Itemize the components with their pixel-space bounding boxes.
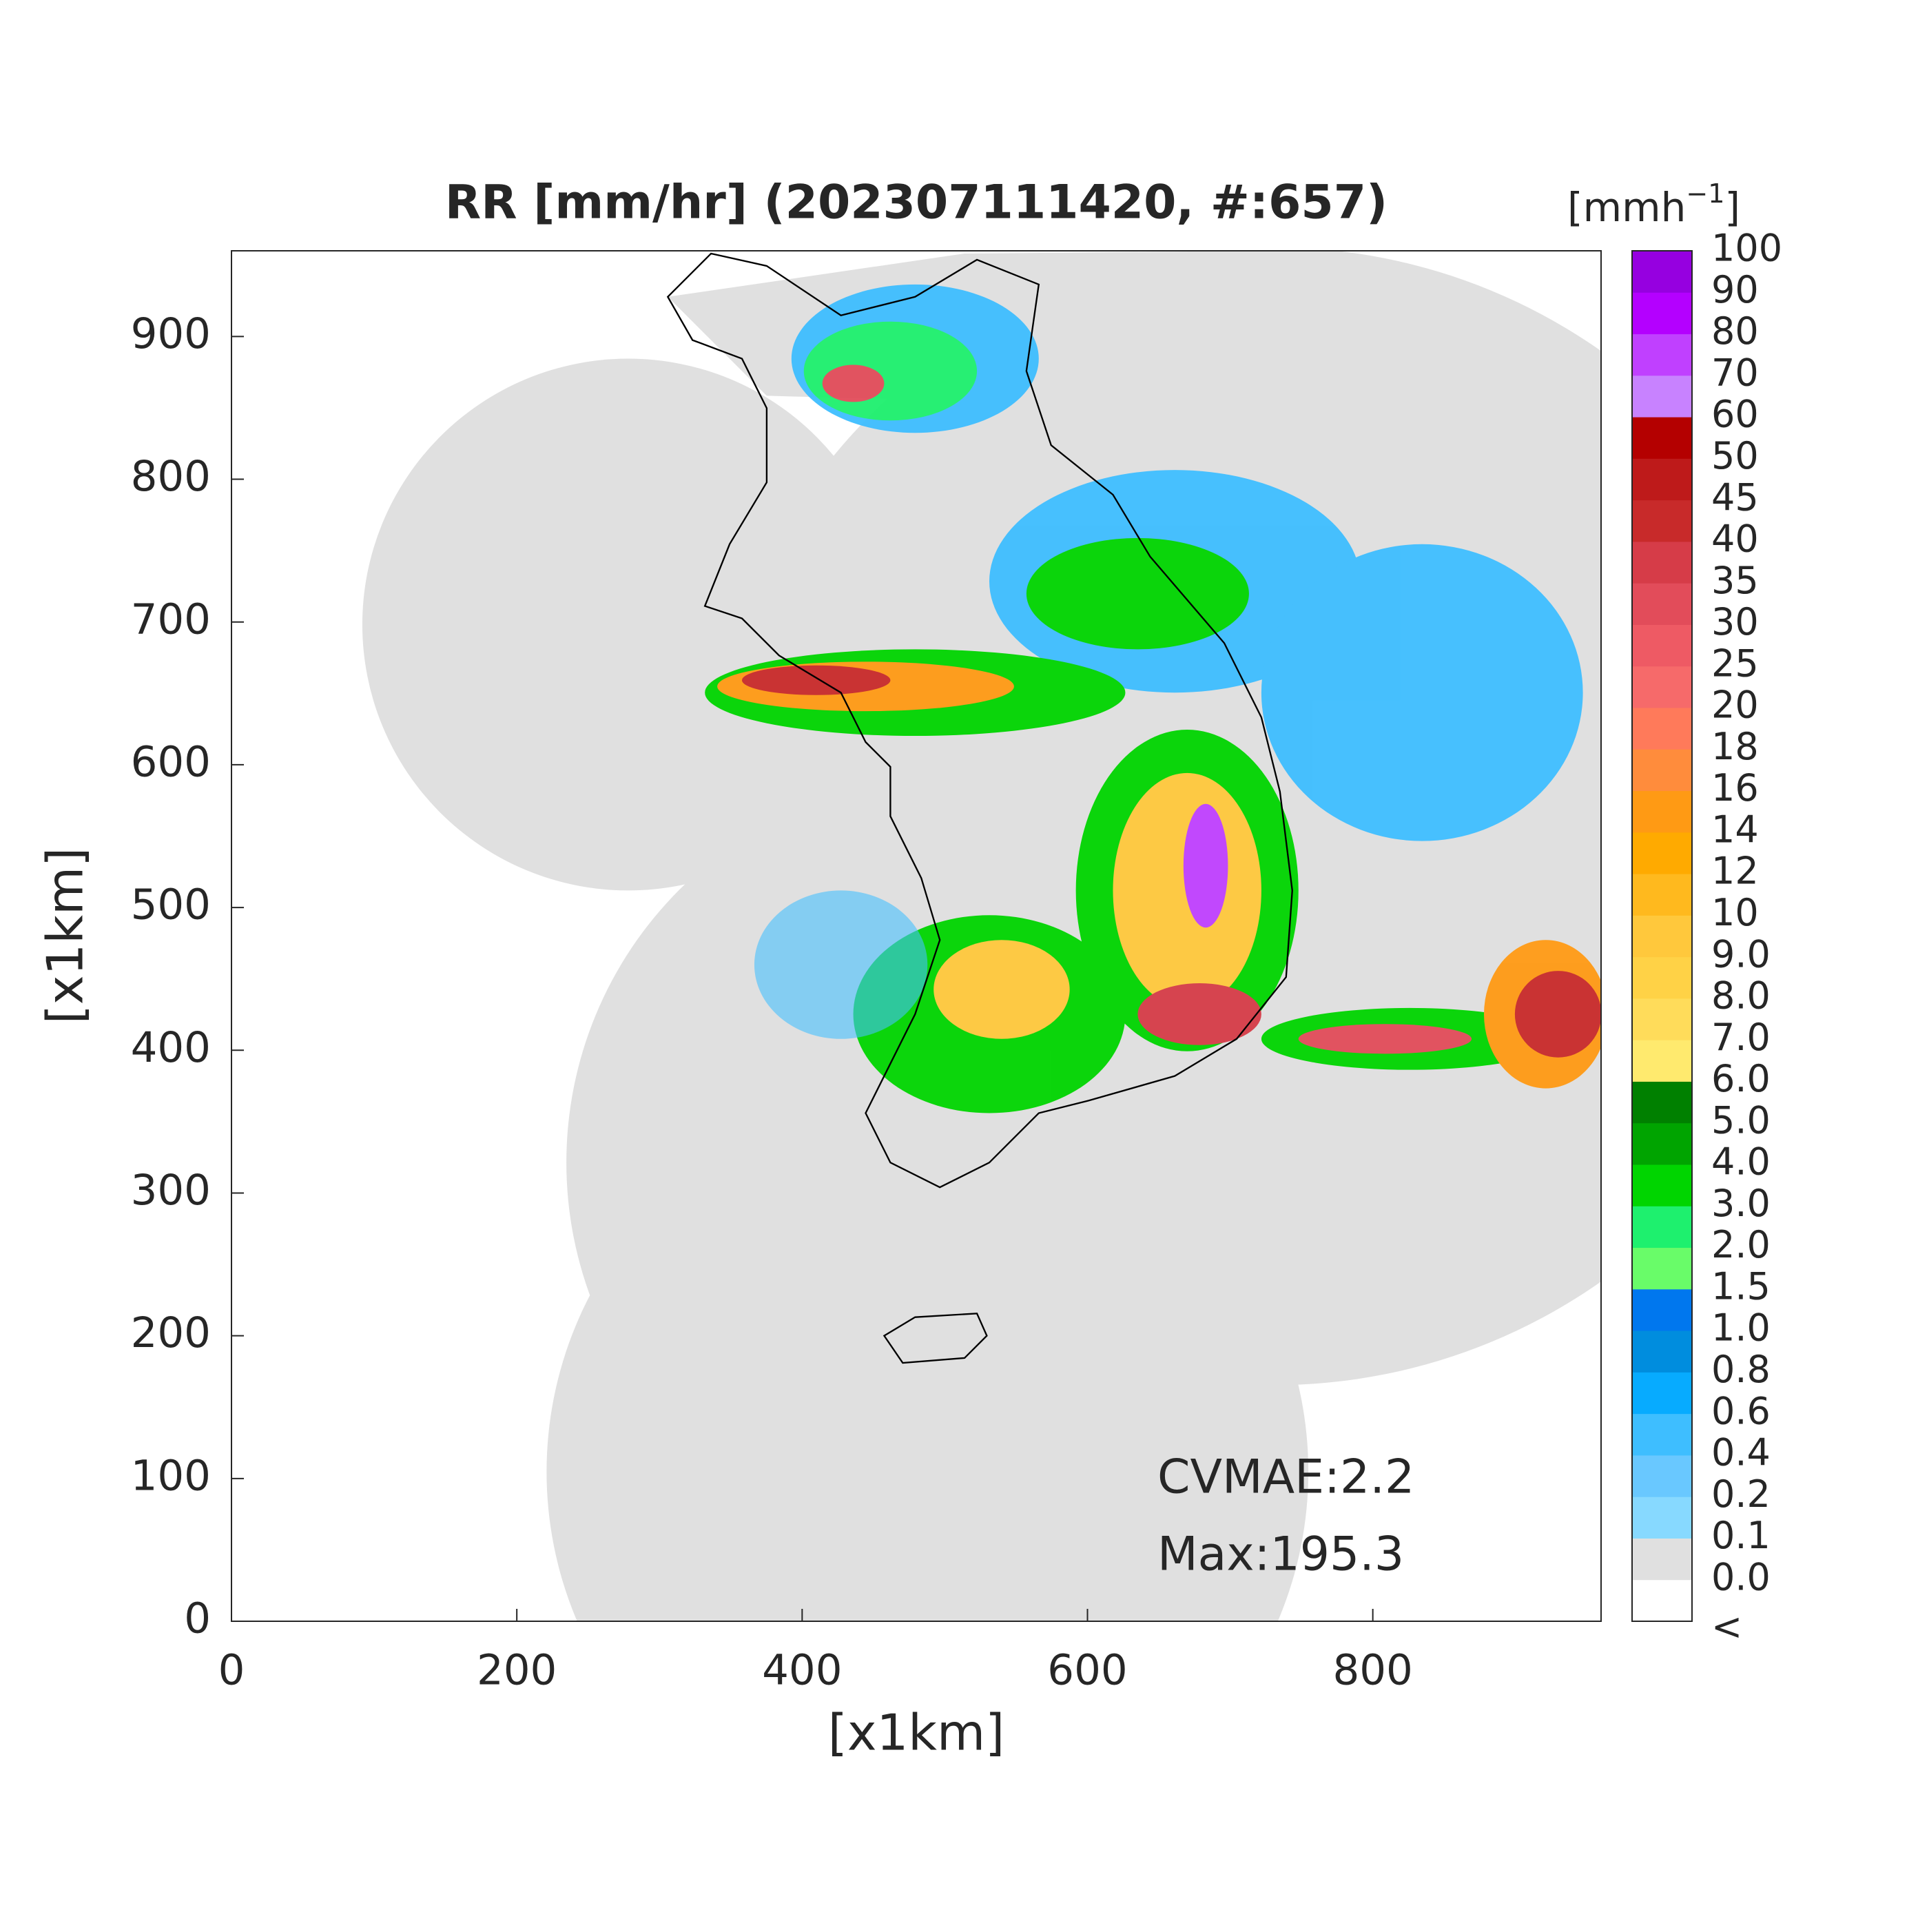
colorbar-segment	[1632, 749, 1692, 792]
colorbar-segment	[1632, 1330, 1692, 1373]
y-axis-label: [x1km]	[37, 847, 94, 1024]
unit-exponent: −1	[1686, 178, 1724, 209]
colorbar-label: 16	[1711, 766, 1759, 810]
colorbar-label: 10	[1711, 891, 1759, 934]
colorbar-label: 25	[1711, 641, 1759, 685]
colorbar-segment	[1632, 500, 1692, 542]
colorbar-label: 45	[1711, 475, 1759, 519]
x-axis-label: [x1km]	[828, 1704, 1004, 1762]
colorbar-segment	[1632, 1372, 1692, 1415]
colorbar-label: 7.0	[1711, 1016, 1771, 1059]
colorbar-segment	[1632, 1081, 1692, 1124]
x-tick-label: 400	[762, 1646, 842, 1695]
colorbar-segment	[1632, 251, 1692, 293]
colorbar-label: 1.5	[1711, 1264, 1771, 1308]
precipitation	[705, 284, 1601, 1113]
colorbar-segment	[1632, 333, 1692, 376]
colorbar-segment	[1632, 998, 1692, 1040]
y-tick-label: 300	[131, 1166, 211, 1215]
colorbar-label: 5.0	[1711, 1098, 1771, 1142]
colorbar-label: 12	[1711, 850, 1759, 893]
colorbar-segment	[1632, 583, 1692, 625]
radar-map	[362, 251, 1601, 1621]
y-tick-label: 400	[131, 1023, 211, 1072]
x-tick-label: 800	[1332, 1646, 1412, 1695]
y-tick-label: 500	[131, 881, 211, 929]
colorbar-segment	[1632, 666, 1692, 708]
colorbar-segment	[1632, 292, 1692, 335]
colorbar-label: 18	[1711, 725, 1759, 768]
colorbar-frame	[1631, 250, 1693, 1622]
y-tick-label: 100	[131, 1451, 211, 1500]
x-tick-label: 0	[218, 1646, 245, 1695]
colorbar-label: 9.0	[1711, 932, 1771, 976]
annotation: CVMAE:2.2	[1157, 1450, 1414, 1505]
y-tick-label: 700	[131, 595, 211, 644]
colorbar-segment	[1632, 1122, 1692, 1165]
colorbar-label: 50	[1711, 434, 1759, 477]
colorbar-segment	[1632, 1164, 1692, 1206]
colorbar-label: 100	[1711, 227, 1782, 270]
colorbar-segment	[1632, 1538, 1692, 1581]
y-tick-label: 0	[184, 1594, 211, 1643]
colorbar-segment	[1632, 874, 1692, 916]
colorbar-segment	[1632, 1455, 1692, 1497]
colorbar-label: 30	[1711, 600, 1759, 644]
colorbar-label: <	[1711, 1605, 1742, 1649]
colorbar-label: 0.8	[1711, 1348, 1771, 1391]
y-tick-label: 600	[131, 737, 211, 786]
colorbar-segment	[1632, 1579, 1692, 1622]
colorbar-label: 4.0	[1711, 1140, 1771, 1184]
colorbar-segment	[1632, 1413, 1692, 1456]
title: RR [mm/hr] (202307111420, #:657)	[445, 176, 1388, 230]
x-tick-label: 200	[477, 1646, 557, 1695]
colorbar-segment	[1632, 708, 1692, 750]
colorbar-segment	[1632, 417, 1692, 459]
colorbar-segment	[1632, 956, 1692, 999]
colorbar-segment	[1632, 1206, 1692, 1248]
annotation: Max:195.3	[1157, 1528, 1404, 1582]
colorbar-unit: [mmh−1]	[1567, 178, 1740, 232]
colorbar-label: 0.6	[1711, 1389, 1771, 1432]
y-tick-label: 200	[131, 1308, 211, 1357]
colorbar-label: 70	[1711, 351, 1759, 394]
colorbar-segment	[1632, 624, 1692, 667]
colorbar-label: 0.2	[1711, 1472, 1771, 1516]
colorbar-label: 3.0	[1711, 1182, 1771, 1225]
colorbar-segment	[1632, 832, 1692, 874]
colorbar-segment	[1632, 1040, 1692, 1082]
unit-text: [mmh	[1567, 184, 1686, 231]
unit-text: ]	[1724, 184, 1740, 231]
colorbar-label: 60	[1711, 393, 1759, 436]
colorbar-label: 0.0	[1711, 1555, 1771, 1599]
colorbar-segment	[1632, 1288, 1692, 1331]
colorbar-label: 20	[1711, 684, 1759, 727]
y-tick-label: 800	[131, 452, 211, 501]
colorbar-label: 35	[1711, 559, 1759, 602]
colorbar-label: 80	[1711, 309, 1759, 353]
colorbar-label: 1.0	[1711, 1306, 1771, 1350]
colorbar-segment	[1632, 458, 1692, 501]
colorbar-segment	[1632, 375, 1692, 418]
x-tick-label: 600	[1047, 1646, 1127, 1695]
colorbar-segment	[1632, 1247, 1692, 1290]
colorbar-label: 90	[1711, 268, 1759, 311]
colorbar-label: 8.0	[1711, 974, 1771, 1018]
colorbar-label: 40	[1711, 517, 1759, 561]
colorbar-label: 0.1	[1711, 1514, 1771, 1557]
colorbar-label: 14	[1711, 808, 1759, 851]
colorbar-segment	[1632, 541, 1692, 584]
axes-box	[231, 250, 1602, 1622]
coastline	[666, 252, 1293, 1364]
colorbar-segment	[1632, 790, 1692, 833]
colorbar-label: 6.0	[1711, 1057, 1771, 1100]
colorbar-label: 2.0	[1711, 1223, 1771, 1266]
colorbar-label: 0.4	[1711, 1431, 1771, 1474]
colorbar-segment	[1632, 1497, 1692, 1539]
colorbar-segment	[1632, 915, 1692, 958]
y-tick-label: 900	[131, 309, 211, 358]
